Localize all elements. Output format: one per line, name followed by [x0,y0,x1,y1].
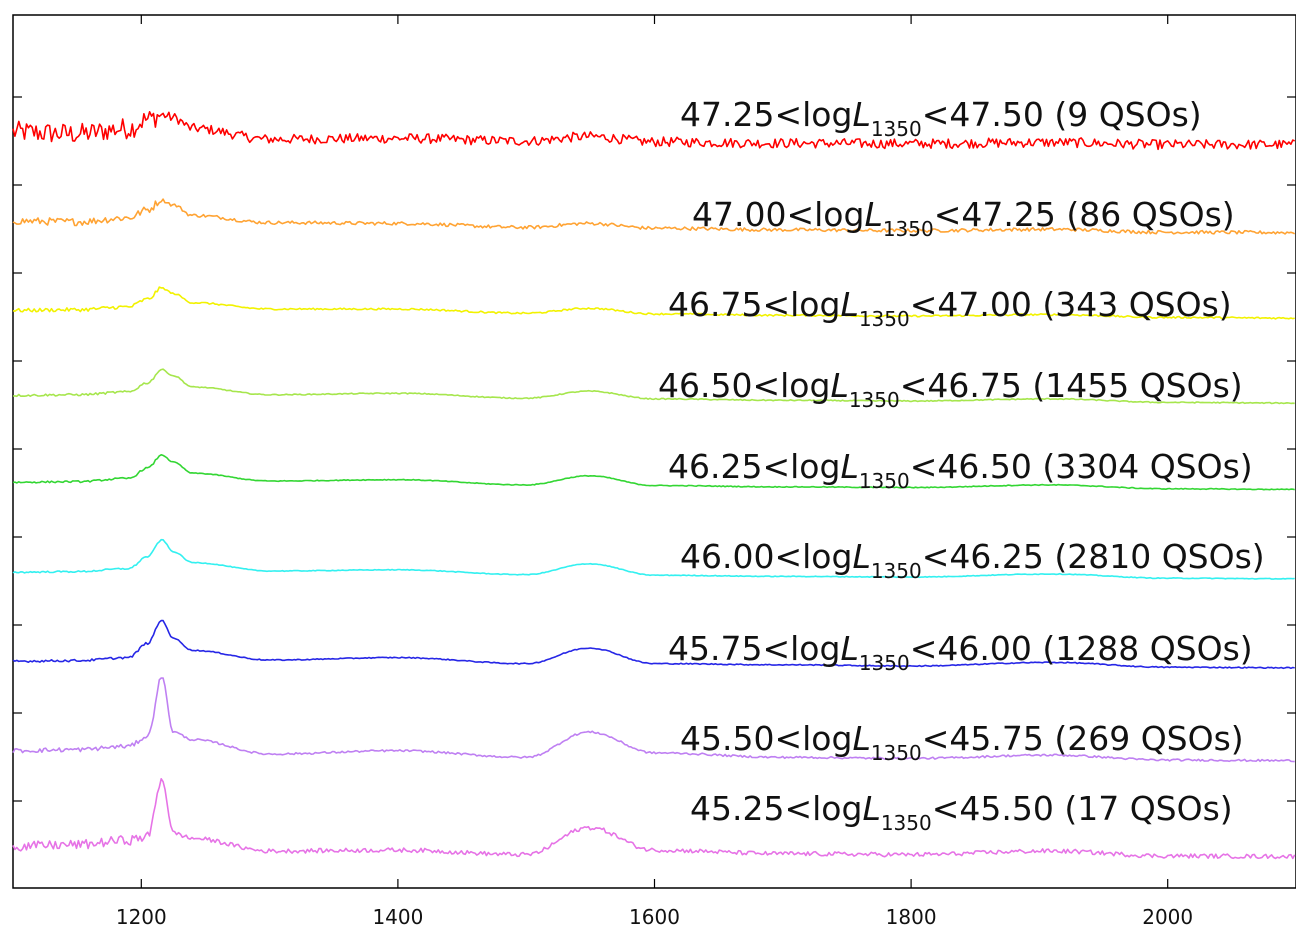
series-label: 47.00<logL1350<47.25 (86 QSOs) [692,195,1235,241]
spectrum-line [12,286,1295,320]
series-labels: 47.25<logL1350<47.50 (9 QSOs) 47.00<logL1… [658,95,1265,835]
spectrum-line [12,198,1296,235]
spectrum-line [12,454,1295,491]
spectra-series [12,111,1296,860]
series-label: 46.50<logL1350<46.75 (1455 QSOs) [658,366,1243,412]
x-tick-label: 2000 [1142,905,1193,929]
series-label: 45.75<logL1350<46.00 (1288 QSOs) [668,629,1253,675]
series-label: 45.25<logL1350<45.50 (17 QSOs) [690,789,1233,835]
spectrum-line [12,111,1296,151]
series-label: 47.25<logL1350<47.50 (9 QSOs) [680,95,1202,141]
x-tick-label: 1800 [886,905,937,929]
y-axis-ticks [13,96,1296,802]
spectrum-line [12,778,1296,860]
spectrum-line [12,619,1295,670]
spectrum-line [12,538,1295,580]
spectrum-line [12,677,1295,763]
x-tick-label: 1400 [372,905,423,929]
series-label: 46.00<logL1350<46.25 (2810 QSOs) [680,537,1265,583]
x-tick-label: 1200 [116,905,167,929]
series-label: 46.75<logL1350<47.00 (343 QSOs) [668,285,1232,331]
x-tick-label: 1600 [629,905,680,929]
x-axis-ticks: 1200 1400 1600 1800 2000 [116,15,1193,929]
spectrum-line [12,368,1295,405]
series-label: 45.50<logL1350<45.75 (269 QSOs) [680,719,1244,765]
series-label: 46.25<logL1350<46.50 (3304 QSOs) [668,447,1253,493]
